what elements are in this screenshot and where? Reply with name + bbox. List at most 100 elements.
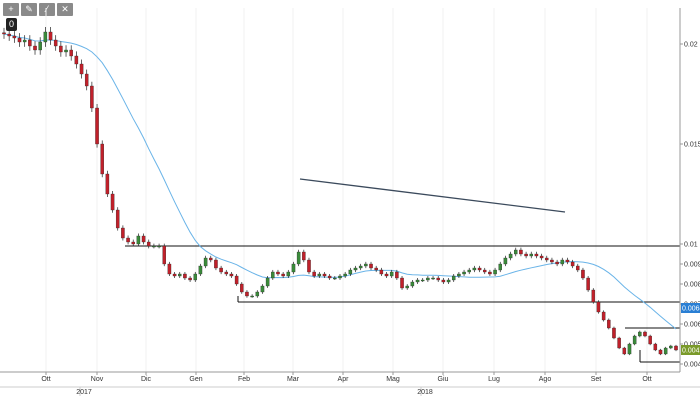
candle-body <box>136 235 141 245</box>
candle <box>74 51 79 69</box>
candle-body <box>172 273 177 277</box>
candle-body <box>539 255 544 259</box>
candle <box>446 278 451 284</box>
trendline <box>299 178 566 213</box>
candle-body <box>669 345 673 349</box>
candle-body <box>431 277 435 280</box>
candle <box>333 276 337 280</box>
candle <box>126 235 130 245</box>
candle <box>250 294 254 298</box>
candle <box>17 33 22 47</box>
crosshair-tool-button[interactable]: + <box>3 3 19 16</box>
candle <box>115 207 120 231</box>
candle <box>607 318 611 330</box>
candle <box>524 251 528 259</box>
candle <box>617 336 621 350</box>
pencil-icon: ✎ <box>25 4 33 14</box>
x-month-label: Mag <box>386 376 400 383</box>
candle-body <box>446 279 451 283</box>
candle <box>467 267 471 275</box>
candle <box>389 269 394 279</box>
candle-body <box>498 263 502 271</box>
candle-body <box>601 311 606 321</box>
candle <box>565 257 570 265</box>
candle-body <box>157 245 161 248</box>
candle-body <box>43 31 48 43</box>
candle <box>271 269 275 280</box>
candle-body <box>550 259 554 263</box>
trend-tool-button[interactable]: ⁄ <box>39 3 55 16</box>
candle <box>183 271 187 280</box>
candle-body <box>617 337 621 349</box>
candle-body <box>28 39 32 47</box>
candle <box>581 267 585 280</box>
candle-body <box>2 32 6 35</box>
candle <box>632 334 637 346</box>
x-year-label: 2017 <box>76 389 92 396</box>
candle-body <box>281 273 285 277</box>
candle <box>343 271 347 279</box>
candle-body <box>219 267 223 273</box>
candle-body <box>115 209 120 229</box>
y-tick-label: 0.006 <box>684 322 700 329</box>
x-month-label: Lug <box>488 376 500 383</box>
candle <box>488 269 492 277</box>
pencil-tool-button[interactable]: ✎ <box>21 3 37 16</box>
x-axis: Ott Nov Dic Gen Feb Mar Apr Mag Giu Lug Ago Set Ott 2… <box>0 371 700 396</box>
candle-body <box>410 281 415 287</box>
candle-body <box>250 295 254 298</box>
candle <box>48 27 53 45</box>
candle <box>358 263 363 271</box>
candle-body <box>12 35 17 39</box>
candle <box>379 267 384 277</box>
delete-tool-button[interactable]: ✕ <box>57 3 73 16</box>
x-month-label: Nov <box>91 376 104 383</box>
candle <box>426 276 430 282</box>
candle <box>193 271 198 282</box>
candle-body <box>286 271 291 277</box>
candle-body <box>214 259 218 269</box>
candle-body <box>596 301 601 313</box>
candle-body <box>627 343 632 355</box>
candle <box>338 273 342 280</box>
y-tick-label: 0.009 <box>684 262 700 269</box>
candle <box>162 243 166 267</box>
candle <box>658 348 663 356</box>
y-tick-label: 0.02 <box>684 42 698 49</box>
candle <box>234 273 239 286</box>
candle-body <box>188 277 192 281</box>
candle-body <box>265 277 270 287</box>
candle-body <box>643 331 647 337</box>
candle <box>64 45 68 57</box>
candle <box>157 243 161 249</box>
y-tick-label: 0.015 <box>684 142 700 149</box>
candle <box>576 263 580 273</box>
candle <box>364 261 368 269</box>
x-month-label: Gen <box>189 376 202 383</box>
candle-body <box>674 345 678 351</box>
candle-body <box>389 271 394 277</box>
candle-body <box>555 261 559 265</box>
candle <box>167 261 172 277</box>
price-badges: 0.0068 0.0047 <box>681 303 700 355</box>
candle-body <box>105 173 110 195</box>
candle <box>400 276 404 290</box>
candle-body <box>560 259 565 265</box>
candle <box>472 265 477 273</box>
candle <box>462 269 466 277</box>
x-month-label: Dic <box>141 376 152 383</box>
zero-badge[interactable]: 0 <box>6 18 17 31</box>
candle-body <box>17 37 22 43</box>
candle-body <box>508 253 513 259</box>
candle-body <box>612 327 616 339</box>
candle <box>229 271 234 279</box>
candle <box>2 27 6 39</box>
candle-body <box>343 273 347 277</box>
candle <box>90 81 94 113</box>
trend-tool-icon: ⁄ <box>46 4 48 14</box>
candle <box>550 257 554 265</box>
candle <box>477 265 482 273</box>
candle-body <box>271 271 275 279</box>
candle <box>188 276 192 282</box>
